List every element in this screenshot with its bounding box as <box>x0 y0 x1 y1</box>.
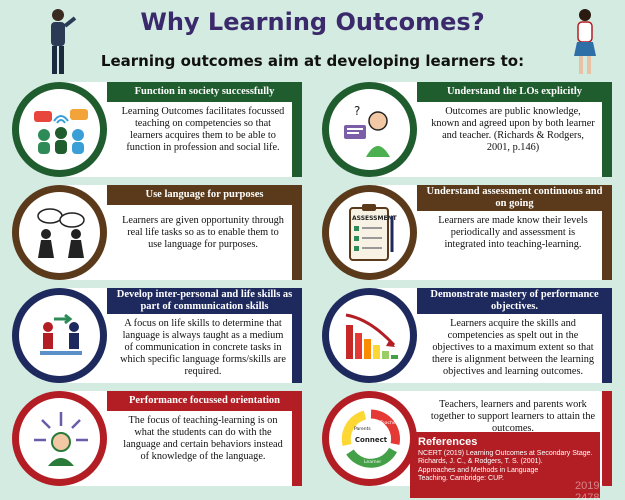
page-title: Why Learning Outcomes? <box>140 8 485 36</box>
reference-line: NCERT (2019) Learning Outcomes at Second… <box>418 450 593 457</box>
card-performance-text: The focus of teaching-learning is on wha… <box>123 415 283 462</box>
card-performance-heading: Performance focussed orientation <box>107 391 302 411</box>
assessment-clipboard-icon: ASSESSMENT <box>349 204 398 261</box>
svg-text:?: ? <box>354 104 360 118</box>
card-understand-heading: Understand the LOs explicitly <box>417 82 612 102</box>
conversation-icon <box>37 208 85 258</box>
references: References NCERT (2019) Learning Outcome… <box>418 436 604 483</box>
card-understand: ? Understand the LOs explicitly Outcomes… <box>322 82 612 177</box>
card-society-heading: Function in society successfully <box>107 82 302 102</box>
thinking-learner-icon: ? <box>344 104 390 157</box>
card-understand-text: Outcomes are public knowledge, known and… <box>431 106 595 153</box>
card-mastery-heading: Demonstrate mastery of performance objec… <box>417 288 612 314</box>
card-mastery: Demonstrate mastery of performance objec… <box>322 288 612 383</box>
connect-cycle-icon: Connect Parents Teacher Learner <box>341 409 400 468</box>
cycle-label-learner: Learner <box>364 459 381 465</box>
card-mastery-text: Learners acquire the skills and competen… <box>431 318 595 377</box>
cycle-center-label: Connect <box>355 436 388 444</box>
reference-line: Teaching. Cambridge: CUP. <box>418 474 504 482</box>
clipboard-label: ASSESSMENT <box>352 215 398 222</box>
page-subtitle: Learning outcomes aim at developing lear… <box>100 52 525 70</box>
card-language-text: Learners are given opportunity through r… <box>122 215 284 250</box>
card-connect-text: Teachers, learners and parents work toge… <box>430 399 596 434</box>
reference-line: Richards, J. C., & Rodgers, T. S. (2001)… <box>418 458 543 466</box>
cycle-label-teacher: Teacher <box>379 420 398 426</box>
bar-chart-arrow-icon <box>345 313 398 359</box>
card-skills-heading: Develop inter-personal and life skills a… <box>107 288 302 314</box>
people-chat-icon <box>34 109 88 154</box>
learner-arrows-icon <box>34 412 88 466</box>
references-panel <box>410 432 600 498</box>
cycle-label-parents: Parents <box>354 426 371 432</box>
card-assessment-heading: Understand assessment continuous and on … <box>417 185 612 211</box>
card-society-text: Learning Outcomes facilitates focussed t… <box>121 106 285 153</box>
card-language: Use language for purposes Learners are g… <box>12 185 302 280</box>
card-society: Function in society successfully Learnin… <box>12 82 302 177</box>
woman-walking-icon <box>574 9 596 74</box>
card-assessment-text: Learners are made know their levels peri… <box>438 215 588 250</box>
card-language-heading: Use language for purposes <box>107 185 302 205</box>
card-assessment: ASSESSMENT Understand assessment continu… <box>322 185 612 280</box>
card-skills-text: A focus on life skills to determine that… <box>120 318 286 377</box>
references-heading: References <box>418 436 478 448</box>
collaboration-icon <box>40 313 82 355</box>
reference-line: Approaches and Methods in Language <box>418 466 539 474</box>
watermark: 2019-2478 <box>575 480 604 500</box>
card-skills: Develop inter-personal and life skills a… <box>12 288 302 383</box>
man-pointing-icon <box>51 9 77 74</box>
card-performance: Performance focussed orientation The foc… <box>12 391 302 486</box>
